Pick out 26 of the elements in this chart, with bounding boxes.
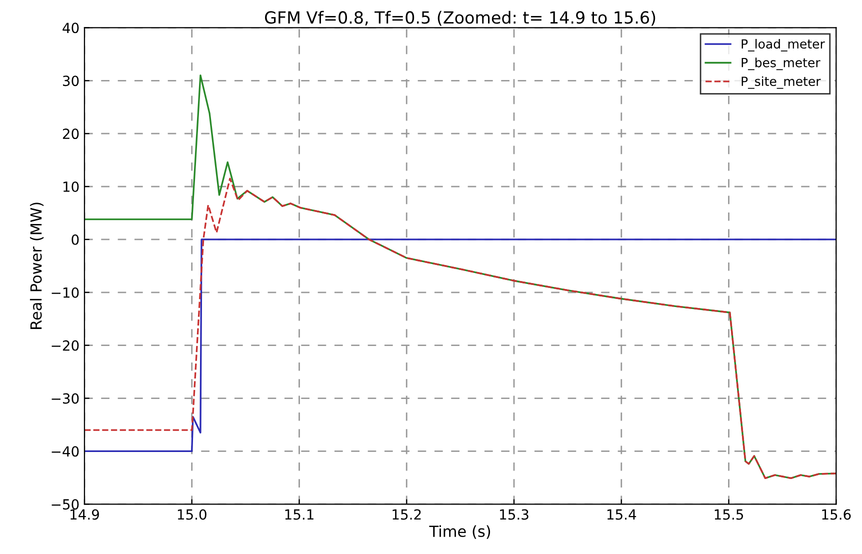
x-tick-label: 15.5	[714, 509, 744, 520]
y-tick-label: −20	[52, 340, 79, 351]
y-tick-label: −10	[52, 287, 79, 298]
y-tick-label: −30	[52, 393, 79, 404]
line-series	[84, 238, 836, 452]
y-tick-label: 0	[72, 234, 79, 245]
x-tick-label: 15.1	[285, 509, 314, 520]
x-axis-title: Time (s)	[429, 525, 490, 539]
y-axis-title: Real Power (MW)	[30, 202, 44, 329]
x-tick-label: 15.0	[178, 509, 206, 520]
x-tick-label: 15.2	[392, 509, 421, 520]
y-tick-label: 20	[62, 128, 79, 140]
x-tick-label: 15.4	[607, 509, 636, 520]
chart-title: GFM Vf=0.8, Tf=0.5 (Zoomed: t= 14.9 to 15.6)	[265, 10, 656, 26]
x-tick-label: 15.6	[822, 509, 851, 520]
y-tick-label: −50	[52, 499, 79, 510]
legend-label: P_load_meter	[742, 38, 825, 52]
y-tick-label: 30	[63, 76, 79, 86]
legend-label: P_site_meter	[742, 76, 821, 89]
y-tick-label: 10	[63, 181, 79, 192]
legend-label: P_bes_meter	[742, 58, 820, 70]
y-tick-label: 40	[62, 22, 79, 34]
x-tick-label: 15.3	[500, 509, 528, 520]
y-tick-label: −40	[52, 446, 79, 457]
line-series	[84, 178, 836, 480]
x-tick-label: 14.9	[70, 509, 99, 520]
